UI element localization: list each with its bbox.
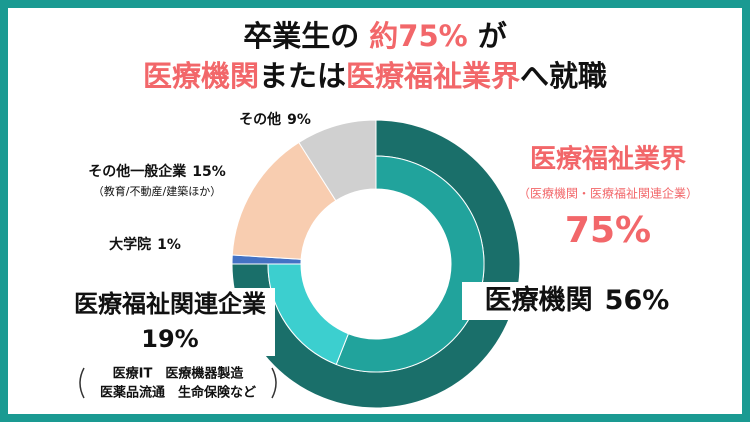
title-text: または (259, 59, 346, 93)
title-line1: 卒業生の 約75% が (243, 19, 506, 53)
label-name: その他一般企業 (88, 163, 187, 180)
title-highlight: 約75% (369, 19, 467, 53)
label-note: 医療IT 医療機器製造 (113, 366, 245, 382)
label-value: 9% (287, 112, 311, 128)
title-highlight: 医療福祉業界 (346, 59, 520, 93)
label: 大学院 1% (109, 236, 181, 253)
label-name: 医療機関 (485, 285, 593, 316)
label: その他 9% (239, 111, 311, 128)
title-text: が (478, 19, 507, 53)
donut-segment (298, 119, 377, 202)
label-name: 医療福祉関連企業 (74, 290, 266, 318)
label-bg (65, 288, 275, 356)
label-value: 1% (157, 237, 181, 253)
label: その他一般企業 15% (88, 163, 226, 180)
title-highlight: 医療機関 (143, 59, 259, 93)
group-name: 医療福祉業界 (530, 145, 686, 175)
donut (231, 119, 521, 409)
donut-segment (335, 155, 485, 373)
label-name: 大学院 (109, 236, 151, 253)
title-line2: 医療機関または医療福祉業界へ就職 (143, 59, 607, 93)
label-name: その他 (239, 111, 281, 128)
label-bg (462, 282, 692, 320)
label-value: 19% (141, 325, 198, 353)
label-value: 56% (605, 285, 670, 316)
group-note: （医療機関・医療福祉関連企業） (518, 186, 698, 201)
label: 医療機関 56% (485, 285, 670, 316)
title-text: へ就職 (520, 59, 607, 93)
label-note: 医薬品流通 生命保険など (100, 385, 256, 401)
label-value: 15% (192, 164, 226, 180)
title-text: 卒業生の (243, 19, 359, 53)
label-note: （教育/不動産/建築ほか） (93, 184, 221, 198)
group-value: 75% (565, 210, 651, 251)
bracket (79, 367, 277, 399)
